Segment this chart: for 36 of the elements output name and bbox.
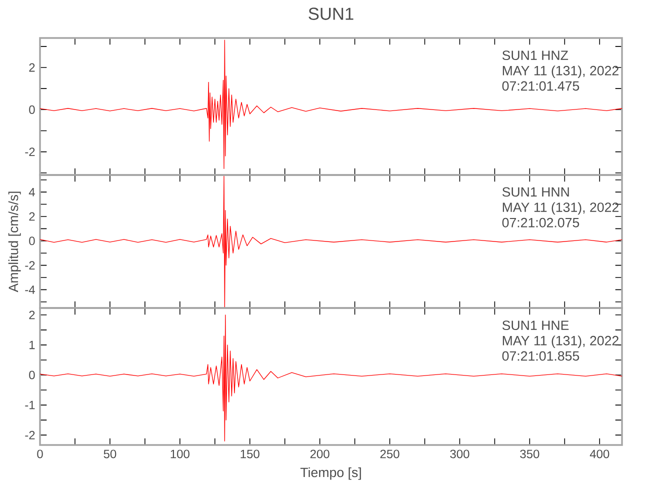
x-tick-label: 300 bbox=[450, 450, 470, 458]
annotation: MAY 11 (131), 2022 bbox=[502, 336, 618, 348]
annotation: SUN1 HNN bbox=[502, 187, 569, 197]
x-axis-title: Tiempo [s] bbox=[300, 467, 361, 480]
annotation: 07:21:01.475 bbox=[502, 81, 580, 91]
x-tick-label: 50 bbox=[104, 450, 116, 458]
annotation: MAY 11 (131), 2022 bbox=[502, 202, 618, 215]
y-tick-label: -1 bbox=[25, 400, 35, 410]
annotation: SUN1 HNZ bbox=[502, 50, 568, 60]
x-tick-label: 100 bbox=[170, 450, 190, 458]
y-tick-label: 2 bbox=[29, 212, 35, 221]
x-tick-label: 200 bbox=[310, 450, 330, 458]
y-tick-label: -2 bbox=[25, 148, 35, 156]
y-tick-label: 0 bbox=[29, 236, 35, 246]
y-axis-title: Amplitud [cm/s/s] bbox=[8, 192, 21, 292]
annotation: SUN1 HNE bbox=[502, 320, 569, 330]
y-tick-label: 0 bbox=[29, 105, 35, 114]
y-tick-label: -2 bbox=[25, 430, 35, 440]
y-tick-label: -2 bbox=[25, 261, 35, 270]
x-tick-label: 400 bbox=[590, 450, 610, 458]
y-tick-label: 2 bbox=[29, 63, 35, 72]
line-series bbox=[40, 40, 622, 169]
x-tick-label: 250 bbox=[380, 450, 400, 458]
annotation: MAY 11 (131), 2022 bbox=[502, 66, 618, 78]
x-tick-label: 0 bbox=[37, 450, 43, 458]
annotation: 07:21:01.855 bbox=[502, 351, 580, 361]
y-tick-label: 0 bbox=[29, 370, 35, 380]
line-series bbox=[40, 314, 622, 442]
x-tick-label: 350 bbox=[520, 450, 540, 458]
y-tick-label: 2 bbox=[29, 310, 35, 320]
annotation: 07:21:02.075 bbox=[502, 218, 580, 228]
y-tick-label: -4 bbox=[25, 286, 35, 294]
y-tick-label: 1 bbox=[30, 340, 35, 350]
y-tick-label: 4 bbox=[28, 188, 35, 196]
chart-title: SUN1 bbox=[308, 8, 354, 20]
x-tick-label: 150 bbox=[240, 450, 260, 458]
